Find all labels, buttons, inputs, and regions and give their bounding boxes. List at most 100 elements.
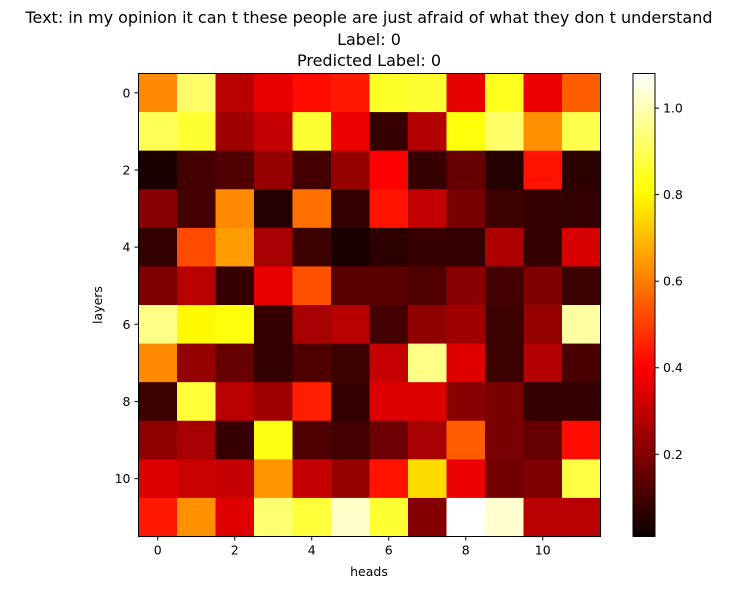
heatmap-cell [138, 73, 178, 113]
heatmap-cell [292, 497, 332, 538]
heatmap-cell [523, 382, 563, 422]
heatmap-cell [177, 305, 217, 345]
colorbar-tick-label: 0.4 [663, 360, 683, 375]
heatmap-cell [485, 497, 525, 538]
heatmap-cell [562, 420, 602, 460]
heatmap-cell [331, 459, 371, 499]
heatmap-cell [562, 305, 602, 345]
heatmap-cell [254, 459, 294, 499]
heatmap-cell [215, 150, 255, 190]
heatmap-cell [215, 305, 255, 345]
colorbar [633, 73, 655, 537]
heatmap-cell [292, 459, 332, 499]
heatmap-cell [485, 189, 525, 229]
heatmap-cell [408, 73, 448, 113]
heatmap-cell [331, 112, 371, 152]
chart-title-label: Label: 0 [337, 30, 401, 49]
heatmap-cell [446, 227, 486, 268]
heatmap-cell [523, 305, 563, 345]
x-tick-label: 10 [535, 543, 551, 558]
heatmap-cell [485, 73, 525, 113]
heatmap-cell [485, 150, 525, 190]
heatmap-cell [485, 343, 525, 383]
x-tick-label: 2 [231, 543, 239, 558]
heatmap-cell [254, 382, 294, 422]
heatmap-cell [138, 497, 178, 538]
x-tick-label: 4 [308, 543, 316, 558]
heatmap-cell [485, 459, 525, 499]
heatmap-cell [446, 343, 486, 383]
y-tick-label: 8 [123, 394, 131, 409]
heatmap-cell [562, 227, 602, 268]
heatmap-cell [254, 266, 294, 306]
heatmap-cell [254, 420, 294, 460]
y-tick-label: 2 [123, 162, 131, 177]
y-axis-label: layers [90, 286, 105, 324]
heatmap-cell [177, 189, 217, 229]
heatmap-cell [369, 112, 409, 152]
heatmap-cell [446, 420, 486, 460]
heatmap-cell [177, 112, 217, 152]
heatmap-cell [523, 150, 563, 190]
heatmap-cell [138, 343, 178, 383]
heatmap-cell [408, 150, 448, 190]
heatmap-cell [177, 227, 217, 268]
heatmap-cell [523, 497, 563, 538]
heatmap-cell [215, 73, 255, 113]
heatmap-cell [408, 459, 448, 499]
heatmap-cell [138, 305, 178, 345]
heatmap-cell [369, 227, 409, 268]
heatmap-cell [215, 382, 255, 422]
heatmap-cell [292, 227, 332, 268]
heatmap-cells [138, 73, 602, 538]
heatmap-cell [562, 73, 602, 113]
colorbar-frame [632, 73, 656, 537]
heatmap-cell [138, 112, 178, 152]
heatmap-cell [138, 150, 178, 190]
heatmap-cell [292, 150, 332, 190]
heatmap-cell [215, 343, 255, 383]
heatmap-cell [254, 227, 294, 268]
heatmap-cell [446, 382, 486, 422]
chart-title-text: Text: in my opinion it can t these peopl… [25, 8, 713, 27]
heatmap-cell [177, 343, 217, 383]
heatmap-cell [177, 382, 217, 422]
heatmap-cell [138, 382, 178, 422]
heatmap-cell [485, 305, 525, 345]
heatmap-cell [408, 189, 448, 229]
heatmap-cell [331, 305, 371, 345]
heatmap-cell [215, 459, 255, 499]
chart-title-predicted: Predicted Label: 0 [296, 51, 441, 70]
heatmap-cell [215, 420, 255, 460]
heatmap-cell [292, 305, 332, 345]
heatmap-cell [408, 420, 448, 460]
heatmap-cell [369, 459, 409, 499]
heatmap-cell [292, 73, 332, 113]
x-tick-label: 6 [385, 543, 393, 558]
heatmap-cell [562, 266, 602, 306]
heatmap-cell [562, 497, 602, 538]
heatmap-cell [138, 266, 178, 306]
heatmap-cell [485, 382, 525, 422]
y-tick-label: 6 [123, 317, 131, 332]
heatmap-cell [369, 189, 409, 229]
heatmap-cell [446, 73, 486, 113]
colorbar-tick-label: 0.6 [663, 274, 683, 289]
heatmap-cell [331, 497, 371, 538]
heatmap-cell [562, 112, 602, 152]
heatmap-cell [369, 420, 409, 460]
heatmap-cell [446, 459, 486, 499]
heatmap-cell [446, 189, 486, 229]
heatmap-cell [485, 420, 525, 460]
y-tick-label: 10 [115, 471, 131, 486]
heatmap-cell [446, 305, 486, 345]
heatmap-cell [408, 497, 448, 538]
heatmap-cell [446, 497, 486, 538]
heatmap-cell [446, 266, 486, 306]
heatmap-cell [523, 112, 563, 152]
heatmap-cell [523, 227, 563, 268]
heatmap-cell [369, 305, 409, 345]
y-axis-ticks: 0 2 4 6 8 10 [115, 85, 139, 486]
heatmap-cell [254, 497, 294, 538]
